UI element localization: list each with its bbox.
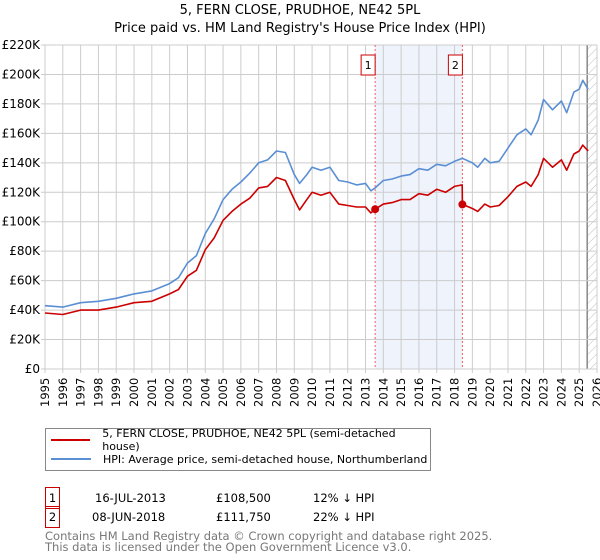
footer-licence: This data is licensed under the Open Gov… <box>45 540 412 554</box>
sale-marker-badge: 1 <box>45 487 60 509</box>
forecast-hatch <box>587 45 597 369</box>
x-tick-label: 1996 <box>56 378 70 407</box>
y-tick-label: £120K <box>2 185 42 199</box>
x-tick-label: 1995 <box>38 378 52 407</box>
price-chart: 1995 1996 1997 1998 1999 2000 2001 2002 2003 2004… <box>2 38 600 407</box>
x-tick-label: 2001 <box>145 378 159 407</box>
y-tick-label: £80K <box>9 244 41 258</box>
footer: Contains HM Land Registry data © Crown c… <box>45 529 493 554</box>
hpi-line <box>44 79 589 308</box>
x-tick-label: 2022 <box>519 378 533 407</box>
sale-date: 08-JUN-2018 <box>92 510 166 524</box>
legend-swatch-blue <box>51 458 91 460</box>
y-tick-label: £40K <box>9 303 41 317</box>
sale-price: £111,750 <box>216 510 271 524</box>
x-tick-label: 2000 <box>127 378 141 407</box>
x-tick-label: 2009 <box>287 378 301 407</box>
x-tick-label: 2012 <box>341 378 355 407</box>
x-tick-label: 2015 <box>394 378 408 407</box>
x-tick-label: 2024 <box>554 378 568 407</box>
y-tick-label: £20K <box>9 333 41 347</box>
x-tick-label: 2014 <box>376 378 390 407</box>
sale-point <box>371 205 380 214</box>
chart-subtitle: Price paid vs. HM Land Registry's House … <box>114 21 486 36</box>
legend-label: HPI: Average price, semi-detached house,… <box>103 452 428 466</box>
property-price-line <box>44 144 589 316</box>
legend-item-property: 5, FERN CLOSE, PRUDHOE, NE42 5PL (semi-d… <box>51 427 430 453</box>
x-tick-label: 1998 <box>91 378 105 407</box>
x-tick-label: 2023 <box>537 378 551 407</box>
sale-marker-badge: 2 <box>45 506 60 528</box>
x-tick-label: 2013 <box>359 378 373 407</box>
x-tick-label: 2016 <box>412 378 426 407</box>
x-tick-label: 2007 <box>252 378 266 407</box>
legend-swatch-red <box>51 439 91 441</box>
sale-label-box <box>447 54 463 76</box>
x-tick-label: 1997 <box>74 378 88 407</box>
x-tick-label: 2008 <box>269 378 283 407</box>
sale-label: 1 <box>365 59 372 72</box>
legend-label: 5, FERN CLOSE, PRUDHOE, NE42 5PL (semi-d… <box>102 427 396 453</box>
sale-label-box <box>360 54 376 76</box>
x-tick-label: 2010 <box>305 378 319 407</box>
y-tick-label: £180K <box>2 97 42 111</box>
x-tick-label: 2004 <box>198 378 212 407</box>
y-tick-label: £0 <box>25 362 40 376</box>
x-tick-label: 2003 <box>180 378 194 407</box>
x-tick-label: 2021 <box>501 378 515 407</box>
sale-label: 2 <box>452 59 459 72</box>
x-tick-label: 2006 <box>234 378 248 407</box>
x-tick-label: 2011 <box>323 378 337 407</box>
sale-row-2: 2 08-JUN-2018 £111,750 22% ↓ HPI <box>45 506 445 528</box>
x-tick-label: 2017 <box>430 378 444 407</box>
sale-hpi-diff: 22% ↓ HPI <box>313 510 375 524</box>
x-tick-label: 2002 <box>163 378 177 407</box>
x-tick-label: 1999 <box>109 378 123 407</box>
legend: 5, FERN CLOSE, PRUDHOE, NE42 5PL (semi-d… <box>45 427 431 471</box>
y-tick-label: £200K <box>2 67 42 81</box>
y-tick-label: £100K <box>2 215 42 229</box>
x-tick-label: 2025 <box>572 378 586 407</box>
y-tick-label: £140K <box>2 156 42 170</box>
sale-date: 16-JUL-2013 <box>95 491 166 505</box>
y-tick-label: £160K <box>2 126 42 140</box>
sale-row-1: 1 16-JUL-2013 £108,500 12% ↓ HPI <box>45 487 445 509</box>
footer-copyright: Contains HM Land Registry data © Crown c… <box>45 529 493 543</box>
legend-item-hpi: HPI: Average price, semi-detached house,… <box>51 450 427 468</box>
sale-point <box>458 200 467 209</box>
sale-price: £108,500 <box>216 491 271 505</box>
x-tick-label: 2026 <box>590 378 600 407</box>
x-tick-label: 2005 <box>216 378 230 407</box>
x-tick-label: 2019 <box>465 378 479 407</box>
y-tick-label: £220K <box>2 38 42 52</box>
sale-hpi-diff: 12% ↓ HPI <box>313 491 375 505</box>
chart-title: 5, FERN CLOSE, PRUDHOE, NE42 5PL <box>179 3 421 18</box>
y-tick-label: £60K <box>9 274 41 288</box>
x-tick-label: 2018 <box>448 378 462 407</box>
x-tick-label: 2020 <box>483 378 497 407</box>
